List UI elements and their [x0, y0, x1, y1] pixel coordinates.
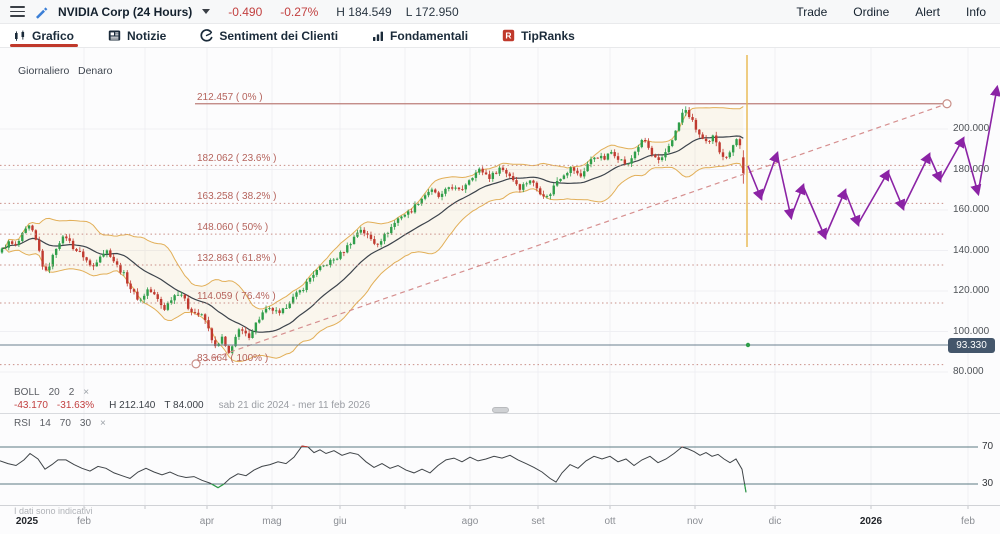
boll-change: -43.170 [14, 400, 48, 411]
alert-price-badge[interactable]: 93.330 [948, 337, 995, 353]
pane-resize-handle[interactable] [492, 407, 509, 413]
tab-label: Grafico [32, 28, 75, 43]
tab-bar: Grafico Notizie Sentiment dei Clienti Fo… [0, 24, 1000, 48]
price-mode-button[interactable]: Denaro [78, 65, 113, 77]
tab-tipranks[interactable]: R TipRanks [502, 24, 575, 47]
chart-area: Giornaliero Denaro 212.457 ( 0% ) 182.062… [0, 48, 1000, 534]
tab-label: TipRanks [521, 28, 575, 43]
boll-high: H 212.140 [109, 400, 156, 411]
tab-grafico[interactable]: Grafico [9, 24, 79, 47]
disclaimer-text: I dati sono indicativi [14, 506, 93, 516]
price-change: -0.490 [228, 4, 263, 19]
boll-low: T 84.000 [164, 400, 204, 411]
news-icon [108, 29, 121, 42]
gauge-icon [200, 29, 213, 42]
rsi-param-3: 30 [79, 418, 92, 429]
info-button[interactable]: Info [965, 4, 986, 19]
boll-legend: BOLL 20 2 × [14, 387, 89, 398]
menu-icon[interactable] [10, 6, 25, 17]
rsi-param-2: 70 [59, 418, 71, 429]
bar-chart-icon [372, 30, 384, 42]
axis-divider [0, 505, 1000, 506]
candlestick-icon [14, 30, 26, 42]
boll-name: BOLL [14, 387, 40, 398]
tab-label: Notizie [127, 28, 167, 43]
price-change-pct: -0.27% [280, 4, 319, 19]
svg-text:R: R [505, 31, 511, 41]
rsi-close-icon[interactable]: × [100, 418, 106, 429]
tab-sentiment[interactable]: Sentiment dei Clienti [200, 24, 338, 47]
boll-close-icon[interactable]: × [83, 387, 90, 398]
boll-change-pct: -31.63% [56, 400, 95, 411]
instrument-title[interactable]: NVIDIA Corp (24 Hours) [58, 4, 193, 19]
rsi-name: RSI [14, 418, 31, 429]
boll-values-row: -43.170 -31.63% H 212.140 T 84.000 sab 2… [14, 400, 370, 411]
day-high: H 184.549 [336, 4, 392, 19]
tab-label: Fondamentali [390, 28, 469, 43]
day-low: L 172.950 [405, 4, 459, 19]
tab-fondamentali[interactable]: Fondamentali [372, 24, 468, 47]
order-button[interactable]: Ordine [853, 4, 890, 19]
rsi-param-1: 14 [39, 418, 51, 429]
timeframe-button[interactable]: Giornaliero [18, 65, 70, 77]
alert-button[interactable]: Alert [915, 4, 940, 19]
pane-divider [0, 413, 1000, 414]
visible-range: sab 21 dic 2024 - mer 11 feb 2026 [218, 400, 371, 411]
header-bar: NVIDIA Corp (24 Hours) -0.490 -0.27% H 1… [0, 0, 1000, 24]
pencil-icon[interactable] [33, 4, 48, 19]
tipranks-icon: R [502, 29, 515, 42]
boll-param-2: 2 [68, 387, 75, 398]
boll-param-1: 20 [48, 387, 60, 398]
trade-button[interactable]: Trade [796, 4, 828, 19]
tab-notizie[interactable]: Notizie [108, 24, 166, 47]
rsi-legend: RSI 14 70 30 × [14, 418, 106, 429]
chevron-down-icon[interactable] [202, 9, 211, 14]
tab-label: Sentiment dei Clienti [219, 28, 339, 43]
